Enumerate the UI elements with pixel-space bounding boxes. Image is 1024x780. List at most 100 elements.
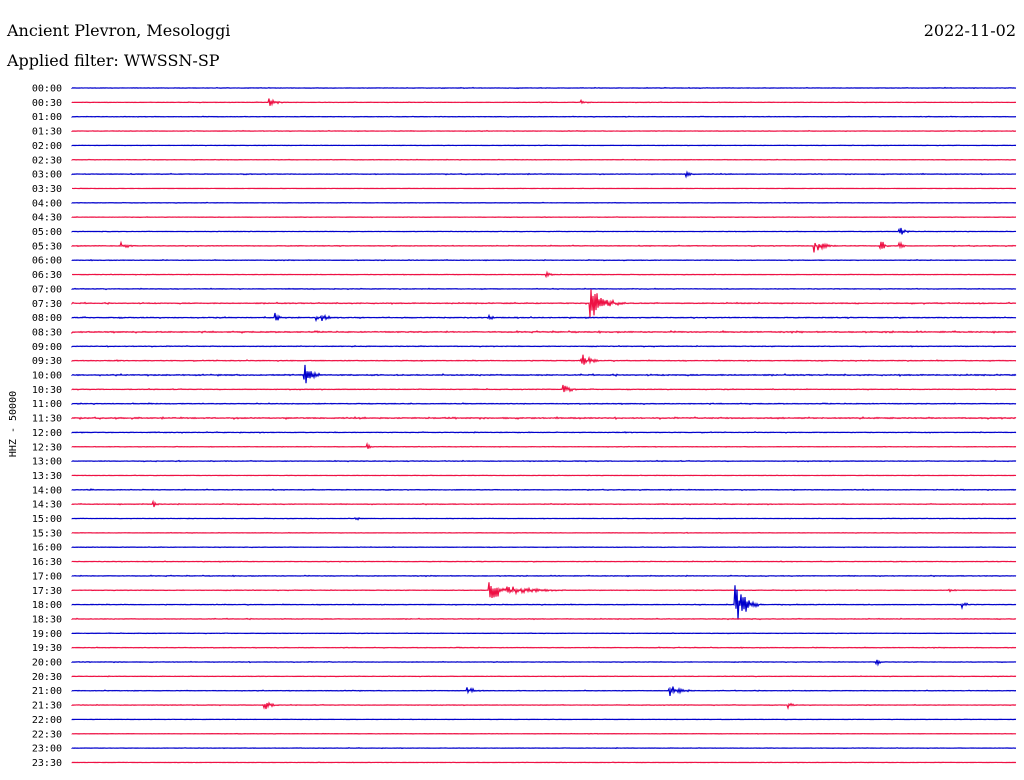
time-tick-label: 12:00 — [32, 428, 62, 439]
time-tick-label: 14:00 — [32, 485, 62, 496]
trace-row — [71, 384, 1017, 393]
trace-row — [71, 431, 1017, 434]
time-tick-label: 04:00 — [32, 198, 62, 209]
time-tick-label: 20:00 — [32, 658, 62, 669]
trace-row — [71, 499, 1017, 508]
time-tick-label: 17:00 — [32, 571, 62, 582]
time-tick-label: 08:30 — [32, 327, 62, 338]
time-tick-label: 23:00 — [32, 744, 62, 755]
time-tick-label: 06:30 — [32, 270, 62, 281]
time-tick-labels: 00:00 00:30 01:00 01:30 02:00 02:30 03:00 03:30… — [32, 84, 62, 769]
trace-row — [71, 170, 1017, 179]
trace-row — [71, 258, 1017, 262]
trace-row — [71, 718, 1017, 721]
time-tick-label: 20:30 — [32, 672, 62, 683]
time-tick-label: 14:30 — [32, 500, 62, 511]
time-tick-label: 19:00 — [32, 629, 62, 640]
time-tick-label: 22:00 — [32, 715, 62, 726]
time-tick-label: 17:30 — [32, 586, 62, 597]
trace-row — [71, 617, 1017, 621]
trace-layer — [71, 86, 1017, 764]
time-tick-label: 13:30 — [32, 471, 62, 482]
time-tick-label: 11:30 — [32, 414, 62, 425]
time-tick-label: 23:30 — [32, 758, 62, 769]
time-tick-label: 15:00 — [32, 514, 62, 525]
trace-row — [71, 312, 1017, 323]
trace-row — [71, 86, 1017, 90]
trace-row — [71, 659, 1017, 667]
time-tick-label: 07:00 — [32, 284, 62, 295]
trace-row — [71, 488, 1017, 492]
trace-row — [71, 98, 1017, 107]
time-tick-label: 05:30 — [32, 241, 62, 252]
time-tick-label: 06:00 — [32, 256, 62, 267]
trace-row — [71, 675, 1017, 678]
time-tick-label: 18:30 — [32, 614, 62, 625]
time-tick-label: 02:00 — [32, 141, 62, 152]
trace-row — [71, 216, 1017, 219]
channel-label: HHZ - 50000 — [8, 391, 19, 457]
time-tick-label: 16:30 — [32, 557, 62, 568]
time-tick-label: 09:00 — [32, 342, 62, 353]
time-tick-label: 05:00 — [32, 227, 62, 238]
time-tick-label: 18:00 — [32, 600, 62, 611]
trace-row — [71, 732, 1017, 735]
trace-row — [71, 115, 1017, 118]
trace-row — [71, 585, 1017, 620]
time-tick-label: 22:30 — [32, 729, 62, 740]
time-tick-label: 02:30 — [32, 155, 62, 166]
trace-row — [71, 201, 1017, 204]
time-tick-label: 01:00 — [32, 112, 62, 123]
trace-row — [71, 329, 1017, 335]
trace-row — [71, 747, 1017, 750]
time-tick-label: 11:00 — [32, 399, 62, 410]
time-tick-label: 13:00 — [32, 457, 62, 468]
trace-row — [71, 129, 1017, 133]
trace-row — [71, 560, 1017, 563]
trace-row — [71, 531, 1017, 534]
trace-row — [71, 270, 1017, 279]
trace-row — [71, 761, 1017, 764]
time-tick-label: 15:30 — [32, 528, 62, 539]
trace-row — [71, 354, 1017, 365]
trace-row — [71, 686, 1017, 697]
trace-row — [71, 364, 1017, 384]
time-tick-label: 12:30 — [32, 442, 62, 453]
trace-row — [71, 474, 1017, 477]
time-tick-label: 16:00 — [32, 543, 62, 554]
time-tick-label: 21:30 — [32, 701, 62, 712]
trace-row — [71, 344, 1017, 348]
trace-row — [71, 582, 1017, 599]
trace-row — [71, 416, 1017, 421]
trace-row — [71, 158, 1017, 161]
trace-row — [71, 402, 1017, 406]
time-tick-label: 07:30 — [32, 299, 62, 310]
time-tick-label: 03:00 — [32, 170, 62, 181]
time-tick-label: 03:30 — [32, 184, 62, 195]
trace-row — [71, 144, 1017, 147]
trace-row — [71, 240, 1017, 253]
trace-row — [71, 289, 1017, 317]
time-tick-label: 21:00 — [32, 686, 62, 697]
date-label: 2022-11-02 — [923, 21, 1016, 40]
station-name: Ancient Plevron, Mesologgi — [7, 21, 231, 40]
time-tick-label: 09:30 — [32, 356, 62, 367]
time-tick-label: 00:00 — [32, 84, 62, 95]
trace-row — [71, 459, 1017, 463]
time-tick-label: 01:30 — [32, 127, 62, 138]
trace-row — [71, 516, 1017, 521]
time-tick-label: 19:30 — [32, 643, 62, 654]
trace-row — [71, 574, 1017, 578]
filter-label: Applied filter: WWSSN-SP — [7, 51, 220, 70]
trace-row — [71, 646, 1017, 649]
trace-row — [71, 441, 1017, 449]
trace-row — [71, 701, 1017, 711]
trace-row — [71, 287, 1017, 291]
time-tick-label: 10:30 — [32, 385, 62, 396]
time-tick-label: 04:30 — [32, 213, 62, 224]
trace-row — [71, 227, 1017, 235]
time-tick-label: 10:00 — [32, 371, 62, 382]
trace-row — [71, 632, 1017, 635]
time-tick-label: 00:30 — [32, 98, 62, 109]
